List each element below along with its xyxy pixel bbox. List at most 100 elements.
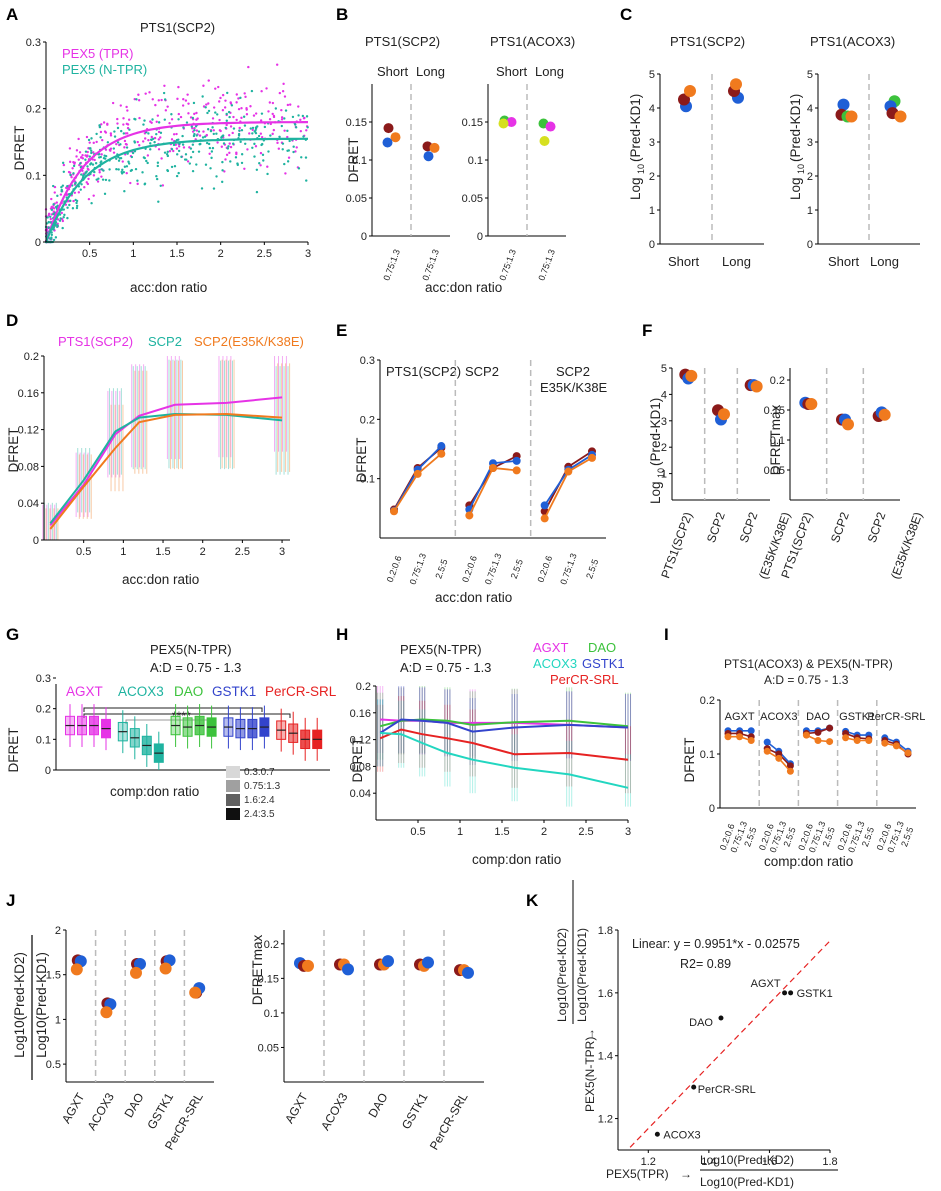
scatter-point	[287, 156, 291, 159]
panel-e-xtick-label: 2.5:5	[433, 558, 449, 580]
data-point	[130, 966, 142, 979]
scatter-point	[119, 156, 123, 160]
scatter-point	[72, 160, 75, 164]
panel-h-title: PEX5(N-TPR)	[400, 642, 482, 657]
panel-g-title: PEX5(N-TPR)	[150, 642, 232, 657]
scatter-point	[237, 134, 241, 137]
scatter-point	[75, 149, 79, 152]
scatter-point	[254, 112, 258, 115]
scatter-point	[211, 117, 215, 120]
scatter-point	[160, 98, 163, 102]
scatter-point	[245, 106, 248, 110]
scatter-point	[143, 182, 147, 185]
panel-i-ytick-label: 0.2	[700, 695, 715, 707]
panel-e-group-3b: E35K/K38E	[540, 380, 608, 395]
scatter-point	[72, 164, 76, 168]
panel-d-legend-pts1: PTS1(SCP2)	[58, 334, 133, 349]
scatter-point	[143, 156, 146, 160]
panel-j-right-xtick-label: AGXT	[282, 1090, 311, 1126]
data-point	[826, 724, 834, 732]
panel-e-group-3a: SCP2	[556, 364, 590, 379]
panel-b-ytick-label: 0	[361, 231, 367, 243]
scatter-point	[195, 129, 199, 132]
scatter-point	[88, 141, 91, 144]
scatter-point	[50, 197, 53, 201]
panel-f-right-xtick-label: SCP2	[865, 510, 889, 545]
scatter-point	[98, 125, 102, 129]
scatter-point	[164, 109, 168, 112]
scatter-point	[144, 92, 147, 95]
scatter-point	[254, 126, 258, 129]
data-point	[878, 408, 891, 421]
scatter-point	[204, 106, 207, 109]
panel-d-xtick-label: 2.5	[235, 546, 250, 558]
scatter-point	[193, 112, 196, 116]
scatter-point	[210, 156, 213, 160]
scatter-point	[117, 159, 121, 162]
series-line-scp2e35kk38e	[49, 412, 283, 530]
data-point	[540, 501, 549, 510]
data-point	[588, 453, 596, 462]
scatter-point	[66, 206, 69, 209]
scatter-point	[269, 134, 272, 137]
scatter-point	[177, 145, 181, 148]
scatter-point	[230, 104, 234, 107]
data-label-agxt: AGXT	[751, 978, 781, 990]
scatter-point	[260, 112, 264, 115]
scatter-point	[243, 167, 246, 170]
scatter-point	[207, 109, 211, 113]
scatter-point	[170, 113, 173, 116]
scatter-point	[87, 197, 91, 201]
panel-e-ytick-label: 0.3	[360, 355, 375, 367]
panel-c-title-scp2: PTS1(SCP2)	[670, 34, 745, 49]
scatter-point	[61, 161, 65, 165]
data-label-percr-srl: PerCR-SRL	[698, 1084, 756, 1096]
scatter-point	[91, 163, 95, 166]
scatter-point	[52, 212, 55, 216]
scatter-point	[180, 155, 183, 159]
scatter-point	[215, 175, 218, 178]
scatter-point	[198, 134, 202, 137]
scatter-point	[92, 151, 95, 154]
data-point	[685, 369, 698, 382]
panel-c-1-ytick-label: 4	[807, 103, 813, 115]
data-point	[750, 380, 763, 393]
panel-e-xtick-label: 0.75:1.3	[558, 552, 579, 586]
short-point	[390, 132, 401, 143]
data-point	[763, 738, 771, 746]
scatter-point	[172, 149, 175, 153]
scatter-point	[283, 117, 286, 120]
panel-i-subtitle: A:D = 0.75 - 1.3	[764, 673, 849, 687]
scatter-point	[126, 126, 130, 130]
panel-c-1-ytick-label: 3	[807, 137, 813, 149]
scatter-point	[231, 142, 235, 145]
scatter-point	[214, 111, 217, 114]
panel-e-xtick-label: 0.2:0.6	[535, 554, 554, 583]
scatter-point	[85, 170, 88, 173]
panel-h-ytick-label: 0.2	[356, 681, 371, 693]
scatter-point	[88, 147, 91, 150]
panel-h-xtick-label: 2.5	[578, 826, 593, 838]
scatter-point	[182, 126, 185, 129]
panel-c-ylabel-2: Log 10 (Pred-KD1)	[788, 94, 806, 200]
panel-label-f: F	[642, 321, 652, 340]
scatter-point	[166, 154, 170, 158]
scatter-point	[224, 158, 227, 161]
scatter-point	[113, 130, 116, 133]
scatter-point	[222, 142, 226, 145]
scatter-point	[129, 181, 132, 185]
panel-j-ylabel-right: DFRETmax	[250, 935, 265, 1006]
scatter-point	[283, 95, 287, 98]
scatter-point	[208, 152, 211, 155]
scatter-point	[90, 202, 93, 205]
scatter-point	[135, 98, 138, 101]
scatter-point	[68, 203, 71, 207]
scatter-point	[119, 143, 122, 146]
scatter-point	[191, 143, 195, 146]
short-point	[506, 117, 517, 127]
panel-h-legend-gstk1: GSTK1	[582, 656, 625, 671]
scatter-point	[253, 155, 256, 158]
scatter-point	[63, 213, 66, 217]
scatter-point	[239, 140, 242, 144]
scatter-point	[174, 143, 178, 146]
